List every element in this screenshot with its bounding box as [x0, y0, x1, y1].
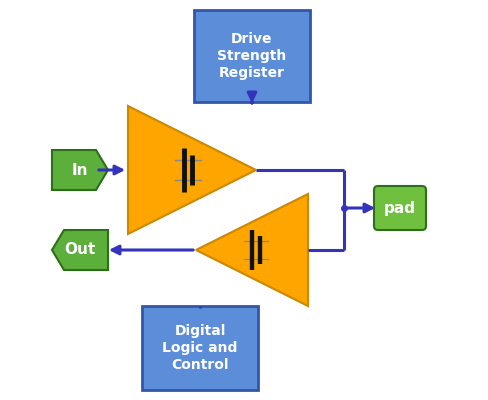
Text: Out: Out: [64, 242, 96, 258]
Polygon shape: [52, 150, 108, 190]
FancyBboxPatch shape: [142, 306, 258, 390]
FancyBboxPatch shape: [374, 186, 426, 230]
Text: pad: pad: [384, 200, 416, 216]
FancyBboxPatch shape: [194, 10, 310, 102]
Polygon shape: [128, 106, 256, 234]
Text: In: In: [72, 162, 88, 178]
Polygon shape: [196, 194, 308, 306]
Polygon shape: [52, 230, 108, 270]
Text: Drive
Strength
Register: Drive Strength Register: [217, 32, 286, 80]
Text: Digital
Logic and
Control: Digital Logic and Control: [163, 324, 238, 372]
